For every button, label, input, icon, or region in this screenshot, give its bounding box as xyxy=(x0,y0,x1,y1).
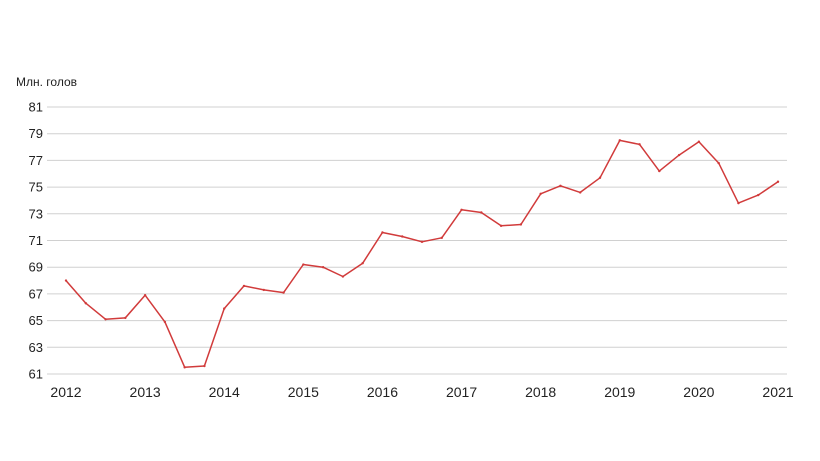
data-point xyxy=(242,284,246,288)
data-point xyxy=(460,208,463,211)
y-tick-label: 63 xyxy=(29,340,43,355)
data-point xyxy=(658,169,661,173)
data-point xyxy=(64,279,68,282)
data-point xyxy=(381,231,384,234)
data-point xyxy=(717,161,720,165)
data-point xyxy=(84,302,87,305)
data-point xyxy=(618,139,621,142)
data-point xyxy=(223,307,226,310)
data-point xyxy=(757,193,760,197)
y-tick-label: 73 xyxy=(29,206,43,221)
data-point xyxy=(361,261,364,265)
data-point xyxy=(282,291,285,294)
data-point xyxy=(262,288,265,292)
data-point xyxy=(203,364,206,368)
y-tick-label: 71 xyxy=(29,233,43,248)
y-tick-label: 65 xyxy=(29,313,43,328)
x-tick-label: 2021 xyxy=(762,384,793,400)
data-point xyxy=(183,366,186,369)
y-tick-label: 61 xyxy=(29,367,43,382)
data-point xyxy=(480,211,483,214)
data-point xyxy=(124,316,127,320)
y-tick-label: 75 xyxy=(29,180,43,195)
data-point xyxy=(104,318,107,321)
data-point xyxy=(638,143,641,146)
data-point xyxy=(499,224,503,228)
data-point xyxy=(677,153,681,157)
x-tick-label: 2015 xyxy=(288,384,319,400)
y-tick-label: 69 xyxy=(29,260,43,275)
data-point xyxy=(341,275,345,278)
data-point xyxy=(579,191,582,194)
data-point xyxy=(559,184,562,187)
y-tick-label: 79 xyxy=(29,126,43,141)
data-point xyxy=(697,140,701,143)
data-point xyxy=(598,176,602,179)
data-point xyxy=(163,320,167,324)
series-line xyxy=(65,139,779,369)
data-point xyxy=(776,180,780,183)
data-point xyxy=(321,266,325,269)
y-tick-label: 81 xyxy=(29,100,43,115)
y-axis-ticks: 81 79 77 75 73 71 69 67 65 63 61 xyxy=(29,100,43,382)
x-tick-label: 2018 xyxy=(525,384,556,400)
x-axis-ticks: 2012 2013 2014 2015 2016 2017 2018 2019 2020 2021 xyxy=(50,384,793,400)
series-layer xyxy=(64,139,780,369)
x-tick-label: 2019 xyxy=(604,384,635,400)
x-tick-label: 2012 xyxy=(50,384,81,400)
data-point xyxy=(143,294,147,297)
data-point xyxy=(440,236,443,240)
data-point xyxy=(420,240,424,244)
x-tick-label: 2013 xyxy=(130,384,161,400)
x-tick-label: 2017 xyxy=(446,384,477,400)
x-tick-label: 2020 xyxy=(683,384,714,400)
y-tick-label: 77 xyxy=(29,153,43,168)
x-tick-label: 2016 xyxy=(367,384,398,400)
data-point xyxy=(302,263,305,266)
data-point xyxy=(539,192,542,195)
data-point xyxy=(401,235,404,238)
y-axis-label: Млн. голов xyxy=(16,75,77,89)
y-tick-label: 67 xyxy=(29,286,43,301)
data-point xyxy=(519,223,523,226)
data-point xyxy=(737,201,740,205)
x-tick-label: 2014 xyxy=(209,384,240,400)
